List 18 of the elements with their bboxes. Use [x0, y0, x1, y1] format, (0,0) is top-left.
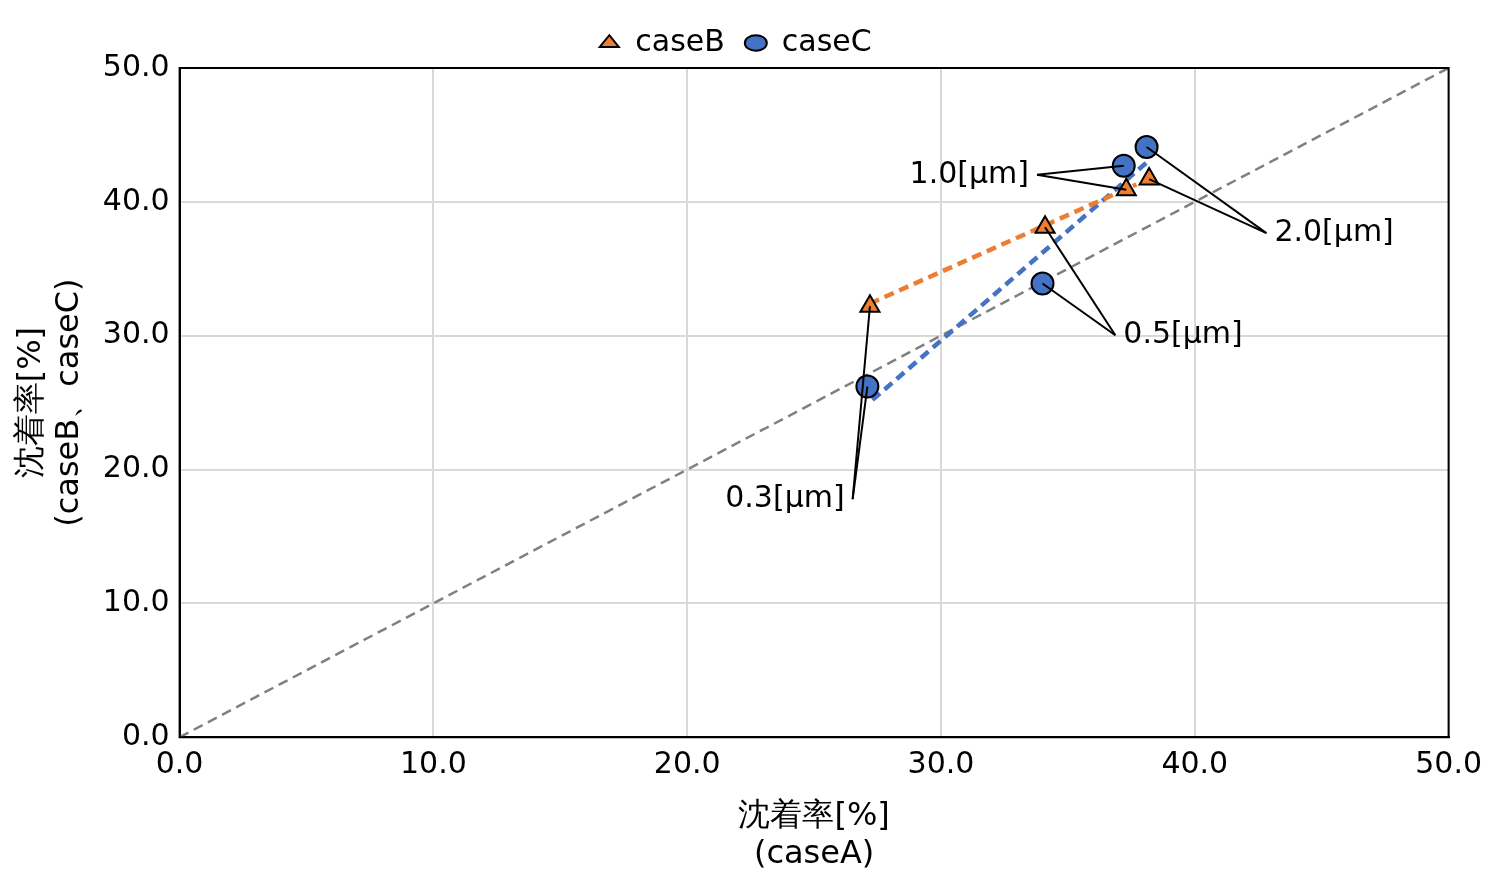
y-tick-label: 20.0 [102, 449, 170, 485]
legend-label: caseB [635, 22, 725, 58]
annotation: 0.3[μm] [725, 479, 845, 515]
annotation: 2.0[μm] [1274, 212, 1394, 248]
y-tick-label: 50.0 [102, 47, 170, 83]
y-tick-label: 40.0 [102, 181, 170, 217]
x-tick-label: 10.0 [400, 745, 467, 780]
annotation: 0.5[μm] [1123, 315, 1243, 351]
x-tick-label: 30.0 [907, 745, 975, 780]
y-axis-title: 沈着率[%] (caseB、caseC) [9, 278, 86, 527]
x-tick-label: 20.0 [653, 745, 721, 780]
x-tick-label: 50.0 [1415, 745, 1482, 780]
x-tick-label: 40.0 [1161, 745, 1229, 780]
legend-label: caseC [781, 22, 872, 58]
y-tick-label: 30.0 [102, 315, 170, 351]
x-axis-title: 沈着率[%] (caseA) [738, 794, 890, 872]
y-tick-label: 10.0 [102, 583, 170, 619]
annotation: 1.0[μm] [909, 154, 1029, 190]
